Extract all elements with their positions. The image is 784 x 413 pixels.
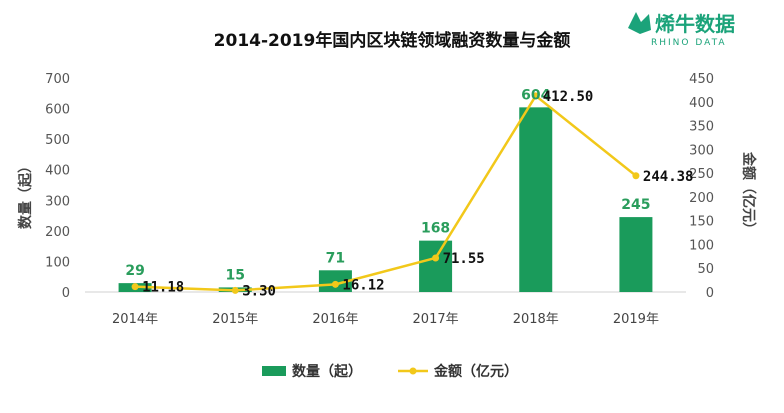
y-tick-label: 0 — [62, 286, 70, 301]
y2-tick-label: 100 — [689, 238, 714, 253]
y-tick-label: 100 — [45, 255, 70, 270]
x-tick-label: 2016年 — [312, 312, 358, 327]
y2-tick-label: 150 — [689, 215, 714, 230]
y-axis: 0 100 200 300 400 500 600 700 — [45, 72, 70, 301]
line-value-label: 244.38 — [643, 169, 694, 185]
bar-value-label: 71 — [326, 250, 345, 266]
y-tick-label: 400 — [45, 164, 70, 179]
y-axis-title: 数量（起） — [17, 159, 34, 229]
legend-line-label: 金额（亿元） — [433, 363, 518, 380]
logo-tagline: RHINO DATA — [651, 38, 727, 48]
line-value-label: 3.30 — [242, 283, 276, 299]
line-point — [532, 92, 540, 100]
y2-axis-title: 金额（亿元） — [740, 151, 757, 236]
bar-value-label: 245 — [621, 197, 650, 213]
y2-tick-label: 250 — [689, 167, 714, 182]
bar-series — [118, 107, 653, 292]
y-tick-label: 700 — [45, 72, 70, 87]
line-series — [131, 92, 640, 294]
line-point — [131, 283, 139, 291]
line-point — [632, 172, 640, 180]
y2-tick-label: 350 — [689, 120, 714, 135]
line-value-label: 412.50 — [543, 89, 594, 105]
y-tick-label: 500 — [45, 133, 70, 148]
bar-value-label: 29 — [125, 263, 144, 279]
y2-tick-label: 450 — [689, 72, 714, 87]
bar-value-label: 604 — [521, 87, 550, 103]
y2-tick-label: 0 — [706, 286, 714, 301]
x-tick-label: 2019年 — [613, 312, 659, 327]
line-point — [231, 286, 239, 294]
y2-tick-label: 300 — [689, 143, 714, 158]
y-tick-label: 300 — [45, 194, 70, 209]
bar-value-label: 168 — [421, 221, 450, 237]
y-tick-label: 600 — [45, 103, 70, 118]
y-tick-label: 200 — [45, 225, 70, 240]
y2-tick-label: 200 — [689, 191, 714, 206]
y2-axis: 0 50 100 150 200 250 300 350 400 450 — [689, 72, 714, 301]
brand-logo: 烯牛数据 RHINO DATA — [628, 12, 735, 48]
legend-line-marker — [409, 367, 417, 375]
x-tick-label: 2018年 — [513, 312, 559, 327]
bar — [419, 240, 453, 292]
data-labels: 29 15 71 168 604 245 11.18 3.30 16.12 71.55 412.50… — [125, 87, 693, 299]
bar — [619, 217, 653, 292]
bar-value-label: 15 — [226, 267, 245, 283]
x-tick-label: 2014年 — [112, 312, 158, 327]
series-line — [135, 93, 637, 292]
logo-name: 烯牛数据 — [655, 12, 735, 36]
chart-title: 2014-2019年国内区块链领域融资数量与金额 — [214, 30, 571, 51]
y2-tick-label: 400 — [689, 96, 714, 111]
line-value-label: 11.18 — [142, 280, 184, 296]
legend-bar-label: 数量（起） — [292, 363, 362, 380]
x-tick-label: 2017年 — [413, 312, 459, 327]
line-value-label: 16.12 — [342, 277, 384, 293]
line-value-label: 71.55 — [443, 251, 485, 267]
legend-bar-swatch — [262, 366, 286, 376]
line-point — [331, 280, 339, 288]
x-tick-label: 2015年 — [212, 312, 258, 327]
bar — [519, 107, 553, 292]
x-axis: 2014年 2015年 2016年 2017年 2018年 2019年 — [112, 312, 659, 327]
line-point — [432, 254, 440, 262]
legend: 数量（起） 金额（亿元） — [262, 363, 518, 380]
rhino-logo-icon — [628, 12, 651, 34]
y2-tick-label: 50 — [697, 262, 714, 277]
